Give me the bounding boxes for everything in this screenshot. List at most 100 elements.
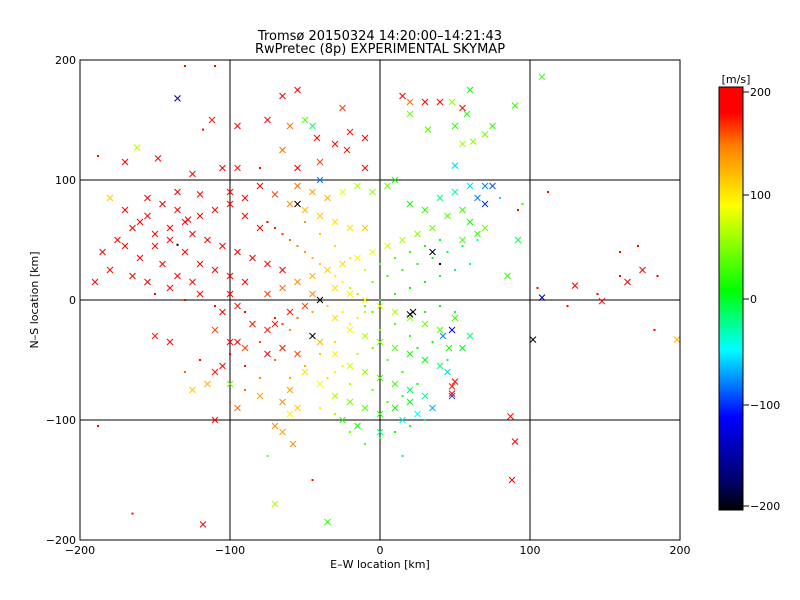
- data-point-cross: [429, 224, 436, 232]
- data-point-cross: [421, 356, 429, 364]
- data-point-cross: [199, 521, 207, 528]
- data-point-dot: [653, 329, 656, 331]
- data-point-cross: [234, 302, 241, 310]
- data-point-dot: [446, 359, 449, 361]
- data-point-dot: [424, 311, 426, 313]
- data-point-cross: [256, 182, 264, 190]
- data-point-cross: [196, 290, 204, 298]
- data-point-dot: [401, 371, 404, 373]
- data-point-cross: [361, 368, 369, 376]
- data-point-cross: [196, 212, 204, 220]
- data-point-dot: [244, 365, 246, 367]
- data-point-cross: [391, 176, 399, 184]
- data-point-cross: [129, 272, 136, 280]
- data-point-dot: [229, 353, 231, 355]
- data-point-dot: [439, 239, 441, 241]
- data-point-cross: [511, 102, 519, 109]
- data-point-dot: [356, 293, 359, 295]
- data-point-cross: [279, 284, 286, 292]
- data-point-cross: [279, 266, 286, 274]
- data-point-cross: [256, 224, 264, 232]
- data-point-cross: [406, 386, 414, 394]
- data-point-cross: [448, 383, 456, 390]
- data-point-cross: [444, 212, 451, 220]
- data-point-dot: [244, 389, 246, 391]
- data-point-cross: [219, 242, 226, 250]
- data-point-cross: [469, 138, 477, 145]
- data-point-dot: [266, 221, 269, 223]
- data-point-cross: [294, 278, 301, 286]
- data-point-cross: [286, 386, 294, 394]
- data-point-cross: [324, 518, 331, 526]
- data-point-dot: [416, 263, 419, 265]
- data-point-dot: [394, 257, 396, 259]
- data-point-dot: [296, 245, 299, 247]
- data-point-cross: [174, 188, 181, 196]
- x-tick-label: 100: [520, 544, 541, 557]
- data-point-cross: [429, 248, 436, 256]
- colorbar-tick-label: 0: [750, 293, 757, 306]
- data-point-cross: [346, 290, 354, 298]
- data-point-dot: [371, 347, 374, 349]
- data-point-dot: [349, 257, 351, 259]
- data-point-cross: [466, 182, 474, 190]
- data-point-cross: [241, 212, 249, 220]
- data-point-cross: [361, 134, 369, 142]
- colorbar-tick-label: −100: [750, 399, 780, 412]
- data-point-cross: [226, 290, 234, 298]
- data-point-cross: [279, 92, 286, 100]
- x-tick-label: −100: [215, 544, 245, 557]
- data-point-cross: [346, 128, 354, 136]
- data-point-cross: [444, 368, 451, 376]
- x-axis-label: E–W location [km]: [330, 558, 430, 571]
- data-point-cross: [316, 176, 324, 184]
- data-point-cross: [424, 126, 432, 133]
- data-point-cross: [421, 320, 429, 328]
- data-point-cross: [313, 134, 321, 142]
- data-point-cross: [286, 122, 294, 130]
- data-point-cross: [451, 314, 459, 322]
- data-point-dot: [386, 359, 389, 361]
- data-point-cross: [451, 188, 459, 196]
- data-point-dot: [349, 431, 351, 433]
- data-point-dot: [319, 407, 321, 409]
- data-point-cross: [514, 236, 522, 244]
- data-point-dot: [439, 263, 441, 265]
- data-point-cross: [301, 116, 309, 124]
- data-point-cross: [354, 182, 361, 190]
- colorbar-label: [m/s]: [722, 73, 751, 86]
- data-point-cross: [384, 242, 391, 250]
- data-point-cross: [361, 224, 369, 232]
- data-point-cross: [133, 144, 141, 151]
- data-point-cross: [406, 398, 414, 406]
- data-point-cross: [129, 224, 136, 232]
- data-point-dot: [311, 479, 314, 481]
- x-tick-label: 0: [377, 544, 384, 557]
- data-point-dot: [409, 287, 411, 289]
- data-point-cross: [376, 302, 384, 310]
- data-point-dot: [394, 293, 396, 295]
- data-point-cross: [226, 188, 234, 196]
- data-point-dot: [341, 281, 344, 283]
- data-point-cross: [421, 206, 429, 214]
- data-point-dot: [401, 269, 404, 271]
- data-point-dot: [379, 329, 381, 331]
- data-point-dot: [454, 269, 456, 271]
- plot-frame: [79, 59, 681, 541]
- data-point-dot: [289, 239, 291, 241]
- data-point-dot: [499, 197, 501, 199]
- data-point-cross: [264, 290, 271, 298]
- data-point-cross: [436, 194, 444, 202]
- data-point-dot: [349, 323, 351, 325]
- data-point-cross: [294, 164, 301, 172]
- data-point-cross: [504, 272, 511, 280]
- chart-subtitle: RwPretec (8p) EXPERIMENTAL SKYMAP: [255, 42, 505, 57]
- data-point-cross: [346, 398, 354, 406]
- data-point-dot: [431, 341, 434, 343]
- data-point-dot: [364, 443, 366, 445]
- data-point-cross: [316, 212, 324, 220]
- data-point-dot: [446, 251, 449, 253]
- data-point-cross: [211, 266, 219, 274]
- data-point-cross: [241, 344, 249, 352]
